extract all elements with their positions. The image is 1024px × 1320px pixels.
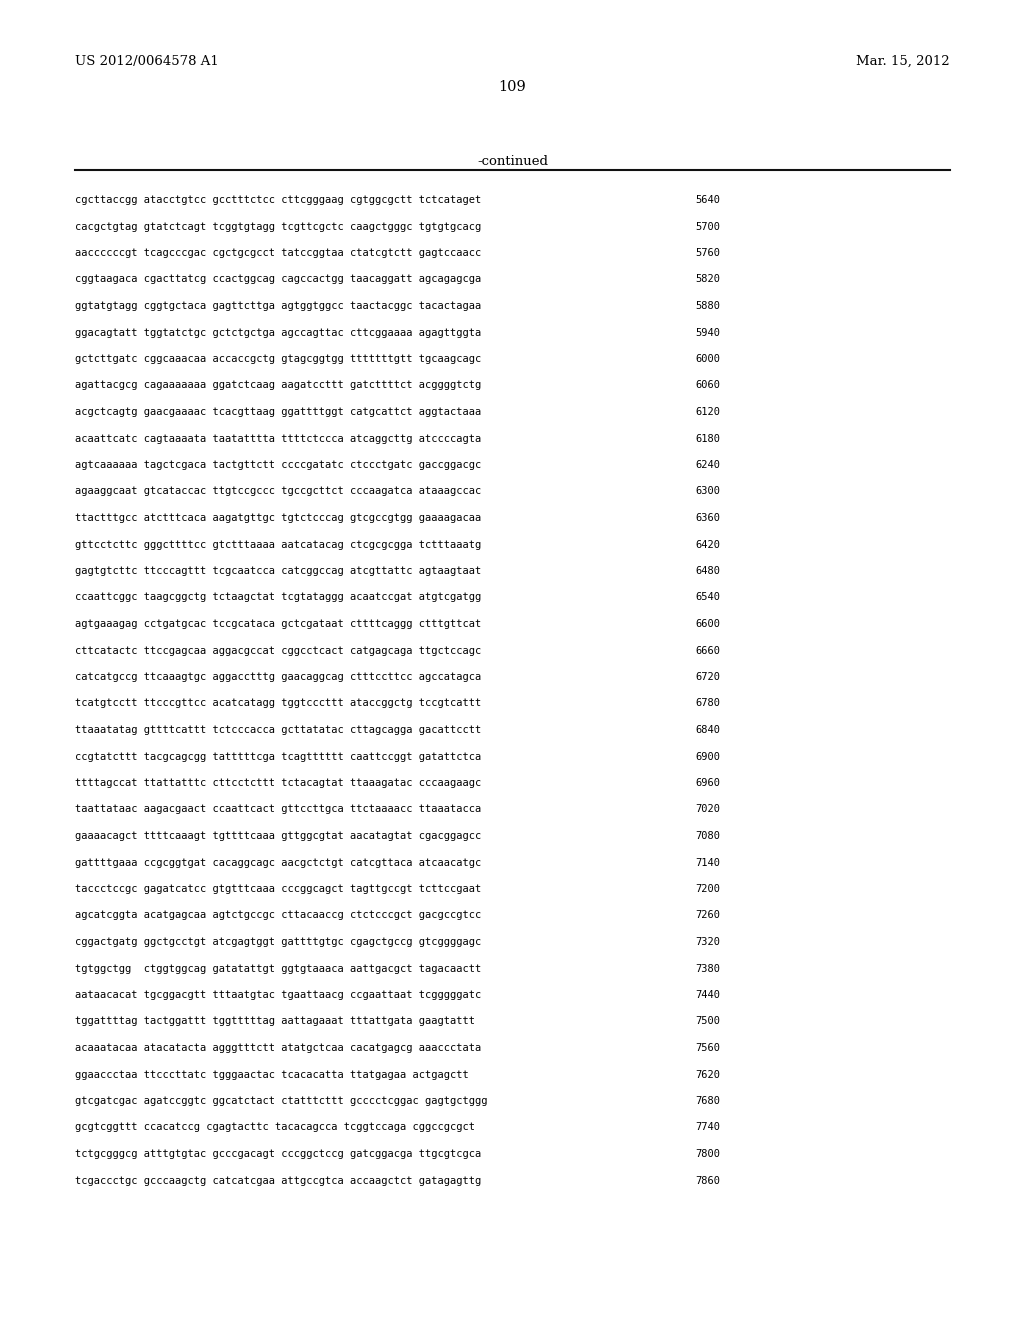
Text: 5700: 5700 bbox=[695, 222, 720, 231]
Text: gttcctcttc gggcttttcc gtctttaaaa aatcatacag ctcgcgcgga tctttaaatg: gttcctcttc gggcttttcc gtctttaaaa aatcata… bbox=[75, 540, 481, 549]
Text: 6480: 6480 bbox=[695, 566, 720, 576]
Text: 7860: 7860 bbox=[695, 1176, 720, 1185]
Text: aataacacat tgcggacgtt tttaatgtac tgaattaacg ccgaattaat tcgggggatc: aataacacat tgcggacgtt tttaatgtac tgaatta… bbox=[75, 990, 481, 1001]
Text: 7500: 7500 bbox=[695, 1016, 720, 1027]
Text: 6840: 6840 bbox=[695, 725, 720, 735]
Text: 6540: 6540 bbox=[695, 593, 720, 602]
Text: 6180: 6180 bbox=[695, 433, 720, 444]
Text: agaaggcaat gtcataccac ttgtccgccc tgccgcttct cccaagatca ataaagccac: agaaggcaat gtcataccac ttgtccgccc tgccgct… bbox=[75, 487, 481, 496]
Text: 6000: 6000 bbox=[695, 354, 720, 364]
Text: 6960: 6960 bbox=[695, 777, 720, 788]
Text: cgcttaccgg atacctgtcc gcctttctcc cttcgggaag cgtggcgctt tctcataget: cgcttaccgg atacctgtcc gcctttctcc cttcggg… bbox=[75, 195, 481, 205]
Text: 7200: 7200 bbox=[695, 884, 720, 894]
Text: ttaaatatag gttttcattt tctcccacca gcttatatac cttagcagga gacattcctt: ttaaatatag gttttcattt tctcccacca gcttata… bbox=[75, 725, 481, 735]
Text: ggtatgtagg cggtgctaca gagttcttga agtggtggcc taactacggc tacactagaa: ggtatgtagg cggtgctaca gagttcttga agtggtg… bbox=[75, 301, 481, 312]
Text: gcgtcggttt ccacatccg cgagtacttc tacacagcca tcggtccaga cggccgcgct: gcgtcggttt ccacatccg cgagtacttc tacacagc… bbox=[75, 1122, 475, 1133]
Text: 7020: 7020 bbox=[695, 804, 720, 814]
Text: 5640: 5640 bbox=[695, 195, 720, 205]
Text: gaaaacagct ttttcaaagt tgttttcaaa gttggcgtat aacatagtat cgacggagcc: gaaaacagct ttttcaaagt tgttttcaaa gttggcg… bbox=[75, 832, 481, 841]
Text: 6660: 6660 bbox=[695, 645, 720, 656]
Text: 7560: 7560 bbox=[695, 1043, 720, 1053]
Text: ggaaccctaa ttcccttatc tgggaactac tcacacatta ttatgagaa actgagctt: ggaaccctaa ttcccttatc tgggaactac tcacaca… bbox=[75, 1069, 469, 1080]
Text: 6900: 6900 bbox=[695, 751, 720, 762]
Text: tgtggctgg  ctggtggcag gatatattgt ggtgtaaaca aattgacgct tagacaactt: tgtggctgg ctggtggcag gatatattgt ggtgtaaa… bbox=[75, 964, 481, 974]
Text: tctgcgggcg atttgtgtac gcccgacagt cccggctccg gatcggacga ttgcgtcgca: tctgcgggcg atttgtgtac gcccgacagt cccggct… bbox=[75, 1148, 481, 1159]
Text: agcatcggta acatgagcaa agtctgccgc cttacaaccg ctctcccgct gacgccgtcc: agcatcggta acatgagcaa agtctgccgc cttacaa… bbox=[75, 911, 481, 920]
Text: -continued: -continued bbox=[477, 154, 548, 168]
Text: 7080: 7080 bbox=[695, 832, 720, 841]
Text: ggacagtatt tggtatctgc gctctgctga agccagttac cttcggaaaa agagttggta: ggacagtatt tggtatctgc gctctgctga agccagt… bbox=[75, 327, 481, 338]
Text: 5880: 5880 bbox=[695, 301, 720, 312]
Text: gagtgtcttc ttcccagttt tcgcaatcca catcggccag atcgttattc agtaagtaat: gagtgtcttc ttcccagttt tcgcaatcca catcggc… bbox=[75, 566, 481, 576]
Text: cacgctgtag gtatctcagt tcggtgtagg tcgttcgctc caagctgggc tgtgtgcacg: cacgctgtag gtatctcagt tcggtgtagg tcgttcg… bbox=[75, 222, 481, 231]
Text: 6420: 6420 bbox=[695, 540, 720, 549]
Text: ccgtatcttt tacgcagcgg tatttttcga tcagtttttt caattccggt gatattctca: ccgtatcttt tacgcagcgg tatttttcga tcagttt… bbox=[75, 751, 481, 762]
Text: cttcatactc ttccgagcaa aggacgccat cggcctcact catgagcaga ttgctccagc: cttcatactc ttccgagcaa aggacgccat cggcctc… bbox=[75, 645, 481, 656]
Text: acaattcatc cagtaaaata taatatttta ttttctccca atcaggcttg atccccagta: acaattcatc cagtaaaata taatatttta ttttctc… bbox=[75, 433, 481, 444]
Text: ttttagccat ttattatttc cttcctcttt tctacagtat ttaaagatac cccaagaagc: ttttagccat ttattatttc cttcctcttt tctacag… bbox=[75, 777, 481, 788]
Text: agtcaaaaaa tagctcgaca tactgttctt ccccgatatc ctccctgatc gaccggacgc: agtcaaaaaa tagctcgaca tactgttctt ccccgat… bbox=[75, 459, 481, 470]
Text: taccctccgc gagatcatcc gtgtttcaaa cccggcagct tagttgccgt tcttccgaat: taccctccgc gagatcatcc gtgtttcaaa cccggca… bbox=[75, 884, 481, 894]
Text: 7800: 7800 bbox=[695, 1148, 720, 1159]
Text: acaaatacaa atacatacta agggtttctt atatgctcaa cacatgagcg aaaccctata: acaaatacaa atacatacta agggtttctt atatgct… bbox=[75, 1043, 481, 1053]
Text: 6720: 6720 bbox=[695, 672, 720, 682]
Text: 5940: 5940 bbox=[695, 327, 720, 338]
Text: 6060: 6060 bbox=[695, 380, 720, 391]
Text: gtcgatcgac agatccggtc ggcatctact ctatttcttt gcccctcggac gagtgctggg: gtcgatcgac agatccggtc ggcatctact ctatttc… bbox=[75, 1096, 487, 1106]
Text: gctcttgatc cggcaaacaa accaccgctg gtagcggtgg tttttttgtt tgcaagcagc: gctcttgatc cggcaaacaa accaccgctg gtagcgg… bbox=[75, 354, 481, 364]
Text: ccaattcggc taagcggctg tctaagctat tcgtataggg acaatccgat atgtcgatgg: ccaattcggc taagcggctg tctaagctat tcgtata… bbox=[75, 593, 481, 602]
Text: agtgaaagag cctgatgcac tccgcataca gctcgataat cttttcaggg ctttgttcat: agtgaaagag cctgatgcac tccgcataca gctcgat… bbox=[75, 619, 481, 630]
Text: 6300: 6300 bbox=[695, 487, 720, 496]
Text: 7440: 7440 bbox=[695, 990, 720, 1001]
Text: catcatgccg ttcaaagtgc aggacctttg gaacaggcag ctttccttcc agccatagca: catcatgccg ttcaaagtgc aggacctttg gaacagg… bbox=[75, 672, 481, 682]
Text: 5820: 5820 bbox=[695, 275, 720, 285]
Text: 7680: 7680 bbox=[695, 1096, 720, 1106]
Text: acgctcagtg gaacgaaaac tcacgttaag ggattttggt catgcattct aggtactaaa: acgctcagtg gaacgaaaac tcacgttaag ggatttt… bbox=[75, 407, 481, 417]
Text: 109: 109 bbox=[499, 81, 526, 94]
Text: 6600: 6600 bbox=[695, 619, 720, 630]
Text: Mar. 15, 2012: Mar. 15, 2012 bbox=[856, 55, 950, 69]
Text: 6120: 6120 bbox=[695, 407, 720, 417]
Text: 7620: 7620 bbox=[695, 1069, 720, 1080]
Text: 7260: 7260 bbox=[695, 911, 720, 920]
Text: agattacgcg cagaaaaaaa ggatctcaag aagatccttt gatcttttct acggggtctg: agattacgcg cagaaaaaaa ggatctcaag aagatcc… bbox=[75, 380, 481, 391]
Text: 7740: 7740 bbox=[695, 1122, 720, 1133]
Text: 6240: 6240 bbox=[695, 459, 720, 470]
Text: cggtaagaca cgacttatcg ccactggcag cagccactgg taacaggatt agcagagcga: cggtaagaca cgacttatcg ccactggcag cagccac… bbox=[75, 275, 481, 285]
Text: gattttgaaa ccgcggtgat cacaggcagc aacgctctgt catcgttaca atcaacatgc: gattttgaaa ccgcggtgat cacaggcagc aacgctc… bbox=[75, 858, 481, 867]
Text: tcgaccctgc gcccaagctg catcatcgaa attgccgtca accaagctct gatagagttg: tcgaccctgc gcccaagctg catcatcgaa attgccg… bbox=[75, 1176, 481, 1185]
Text: 7140: 7140 bbox=[695, 858, 720, 867]
Text: taattataac aagacgaact ccaattcact gttccttgca ttctaaaacc ttaaatacca: taattataac aagacgaact ccaattcact gttcctt… bbox=[75, 804, 481, 814]
Text: aaccccccgt tcagcccgac cgctgcgcct tatccggtaa ctatcgtctt gagtccaacc: aaccccccgt tcagcccgac cgctgcgcct tatccgg… bbox=[75, 248, 481, 257]
Text: 6360: 6360 bbox=[695, 513, 720, 523]
Text: 6780: 6780 bbox=[695, 698, 720, 709]
Text: tggattttag tactggattt tggtttttag aattagaaat tttattgata gaagtattt: tggattttag tactggattt tggtttttag aattaga… bbox=[75, 1016, 475, 1027]
Text: ttactttgcc atctttcaca aagatgttgc tgtctcccag gtcgccgtgg gaaaagacaa: ttactttgcc atctttcaca aagatgttgc tgtctcc… bbox=[75, 513, 481, 523]
Text: 7320: 7320 bbox=[695, 937, 720, 946]
Text: tcatgtcctt ttcccgttcc acatcatagg tggtcccttt ataccggctg tccgtcattt: tcatgtcctt ttcccgttcc acatcatagg tggtccc… bbox=[75, 698, 481, 709]
Text: cggactgatg ggctgcctgt atcgagtggt gattttgtgc cgagctgccg gtcggggagc: cggactgatg ggctgcctgt atcgagtggt gattttg… bbox=[75, 937, 481, 946]
Text: 7380: 7380 bbox=[695, 964, 720, 974]
Text: 5760: 5760 bbox=[695, 248, 720, 257]
Text: US 2012/0064578 A1: US 2012/0064578 A1 bbox=[75, 55, 219, 69]
